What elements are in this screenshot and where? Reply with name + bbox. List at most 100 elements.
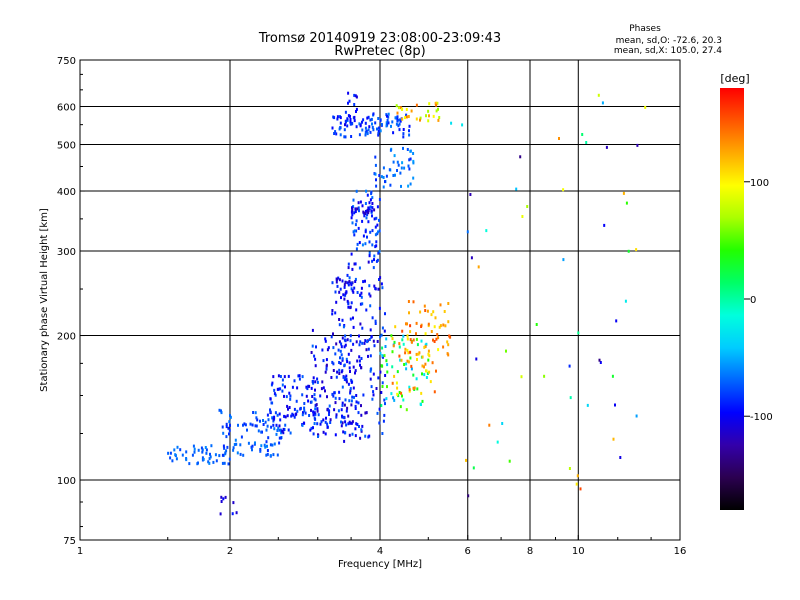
data-point <box>340 408 343 412</box>
data-point <box>201 448 204 452</box>
data-point <box>379 351 382 355</box>
data-point <box>635 248 638 252</box>
data-point <box>358 359 361 363</box>
data-point <box>348 99 351 103</box>
data-point <box>396 119 399 123</box>
data-point <box>224 451 227 455</box>
data-point <box>173 448 176 452</box>
data-point <box>372 372 375 376</box>
data-point <box>205 448 208 452</box>
data-point <box>404 116 406 120</box>
data-point <box>370 117 373 121</box>
data-point <box>369 294 372 298</box>
data-point <box>355 229 358 233</box>
colorbar-tick-label: 100 <box>750 178 769 189</box>
data-point <box>269 397 272 401</box>
data-point <box>293 407 296 411</box>
data-point <box>374 172 377 176</box>
data-point <box>334 352 337 356</box>
data-point <box>329 418 332 422</box>
data-point <box>333 116 336 120</box>
data-point <box>410 340 413 344</box>
data-point <box>397 124 400 128</box>
data-point <box>343 297 346 301</box>
data-point <box>313 393 316 397</box>
data-point <box>355 95 358 99</box>
data-point <box>314 407 317 411</box>
data-point <box>314 412 317 416</box>
grid-layer <box>80 60 680 540</box>
data-point <box>362 393 365 397</box>
data-point <box>338 318 341 321</box>
data-point <box>325 367 328 371</box>
data-point <box>232 448 235 452</box>
data-point <box>314 388 316 392</box>
data-point <box>319 422 322 426</box>
data-point <box>310 426 313 430</box>
data-point <box>396 111 399 115</box>
data-point <box>347 352 350 356</box>
data-point <box>396 392 399 396</box>
data-point <box>344 280 347 284</box>
data-point <box>369 369 372 373</box>
annotation-line-1: mean, sd,O: -72.6, 20.3 <box>616 36 722 46</box>
data-point <box>225 435 228 439</box>
data-point <box>312 426 314 430</box>
data-point <box>332 346 335 350</box>
data-point <box>339 361 342 365</box>
data-point <box>341 401 344 405</box>
data-point <box>340 420 342 424</box>
data-point <box>273 388 276 392</box>
data-point <box>367 211 370 215</box>
data-point <box>380 404 383 407</box>
data-point <box>438 325 441 329</box>
data-point <box>354 371 356 375</box>
data-point <box>322 359 325 363</box>
data-point <box>380 282 383 286</box>
data-point <box>344 398 347 402</box>
data-point <box>220 495 223 499</box>
data-point <box>343 135 346 139</box>
data-point <box>433 325 436 329</box>
data-point <box>383 398 386 402</box>
data-point <box>382 185 385 189</box>
data-point <box>380 333 383 337</box>
data-point <box>273 442 276 446</box>
data-point <box>356 359 359 363</box>
data-point <box>347 305 350 309</box>
data-point <box>346 338 349 342</box>
data-point <box>342 325 345 329</box>
data-point <box>371 196 374 200</box>
data-point <box>350 378 353 382</box>
data-point <box>405 108 408 111</box>
data-point <box>236 451 239 455</box>
data-point <box>398 345 401 349</box>
data-point <box>298 377 301 381</box>
data-point <box>358 266 361 270</box>
data-point <box>254 441 256 445</box>
data-point <box>423 304 426 308</box>
data-point <box>383 413 386 417</box>
data-point <box>402 342 405 346</box>
data-point <box>396 370 399 374</box>
data-point <box>370 190 373 194</box>
data-point <box>359 340 362 344</box>
data-point <box>274 411 277 415</box>
x-axis-label: Frequency [MHz] <box>338 559 422 570</box>
data-point <box>412 161 415 165</box>
data-point <box>400 391 403 395</box>
data-point <box>402 132 405 136</box>
data-point <box>485 229 488 233</box>
data-point <box>310 351 313 354</box>
data-point <box>326 348 329 352</box>
data-point <box>431 361 434 365</box>
data-point <box>378 421 381 425</box>
data-point <box>392 344 395 348</box>
data-point <box>265 440 268 444</box>
data-point <box>368 292 371 296</box>
data-point <box>349 122 352 126</box>
data-point <box>477 265 480 269</box>
data-point <box>192 444 195 448</box>
data-point <box>399 171 402 175</box>
data-point <box>278 441 281 445</box>
